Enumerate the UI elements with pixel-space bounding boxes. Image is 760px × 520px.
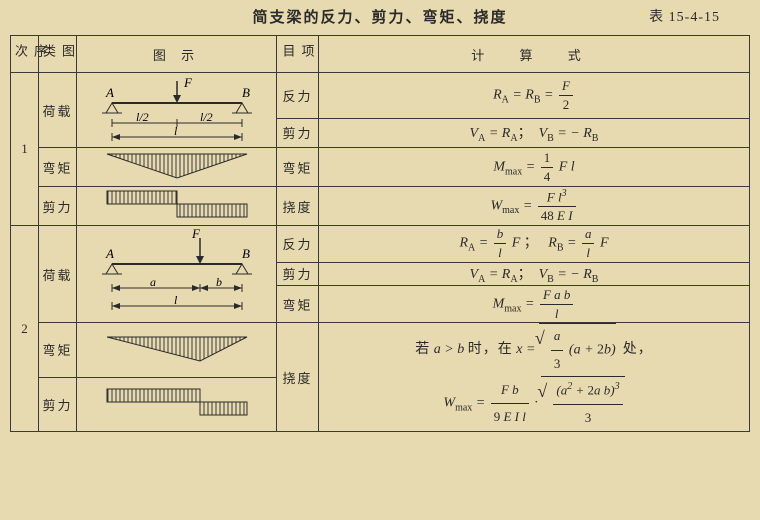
hdr-cat: 图类 [39, 36, 77, 73]
svg-text:B: B [242, 246, 250, 261]
hdr-fig: 图 示 [77, 36, 277, 73]
fig-shear-1 [77, 187, 277, 226]
cat-shear-1: 剪力 [39, 187, 77, 226]
cat-load-2: 荷载 [39, 226, 77, 323]
svg-text:F: F [183, 75, 193, 90]
formula-shear-2: VA = RA； VB = − RB [319, 262, 750, 285]
svg-text:B: B [242, 85, 250, 100]
svg-text:l: l [174, 293, 178, 307]
cat-bend-2: 弯矩 [39, 323, 77, 378]
formula-react-2: RA = bl F ； RB = al F [319, 226, 750, 263]
item-react-2: 反力 [277, 226, 319, 263]
item-shear-1: 剪力 [277, 118, 319, 147]
table-number: 表 15-4-15 [649, 6, 720, 26]
hdr-item: 项目 [277, 36, 319, 73]
formula-bend-1: Mmax = 14 F l [319, 148, 750, 187]
item-defl-1: 挠度 [277, 187, 319, 226]
item-defl-2: 挠度 [277, 323, 319, 432]
formula-bend-2: Mmax = F a bl [319, 286, 750, 323]
seq-1: 1 [11, 73, 39, 226]
svg-text:A: A [105, 246, 114, 261]
hdr-calc: 计 算 式 [319, 36, 750, 73]
item-react-1: 反力 [277, 73, 319, 119]
svg-text:A: A [105, 85, 114, 100]
beam-table: 序次 图类 图 示 项目 计 算 式 1 荷载 [10, 35, 750, 432]
seq-2: 2 [11, 226, 39, 432]
item-bend-1: 弯矩 [277, 148, 319, 187]
svg-text:F: F [191, 226, 201, 241]
cat-shear-2: 剪力 [39, 377, 77, 432]
svg-text:l/2: l/2 [136, 110, 149, 124]
svg-text:l/2: l/2 [200, 110, 213, 124]
item-shear-2: 剪力 [277, 262, 319, 285]
svg-text:b: b [216, 275, 222, 289]
page-title: 简支梁的反力、剪力、弯矩、挠度 [252, 6, 507, 27]
fig-bend-2 [77, 323, 277, 378]
formula-shear-1: VA = RA； VB = − RB [319, 118, 750, 147]
formula-defl-1: Wmax = F l348 E I [319, 187, 750, 226]
fig-shear-2 [77, 377, 277, 432]
fig-bend-1 [77, 148, 277, 187]
hdr-seq: 序次 [11, 36, 39, 73]
fig-load-2: F A B a b [77, 226, 277, 323]
fig-load-1: F A B l/2 l/2 [77, 73, 277, 148]
formula-defl-2: 若 a > b 时，在 x = a3 (a + 2b) 处， Wmax = F … [319, 323, 750, 432]
svg-text:a: a [150, 275, 156, 289]
item-bend-2: 弯矩 [277, 286, 319, 323]
cat-load-1: 荷载 [39, 73, 77, 148]
formula-react-1: RA = RB = F2 [319, 73, 750, 119]
cat-bend-1: 弯矩 [39, 148, 77, 187]
